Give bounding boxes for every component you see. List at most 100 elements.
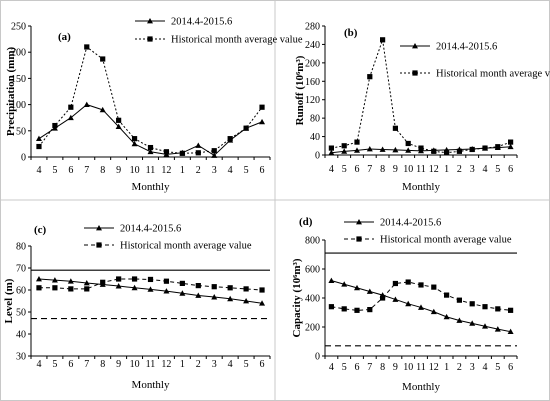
data-point-s1: [211, 294, 218, 300]
data-point-s2: [131, 276, 138, 282]
y-tick-label: 50: [16, 126, 26, 137]
data-point-s1: [259, 118, 266, 125]
data-point-s2: [211, 148, 217, 154]
y-tick-label: 30: [16, 352, 26, 363]
data-point-s1: [354, 284, 360, 291]
legend-marker-1: [147, 18, 153, 24]
x-tick-label: 1: [180, 165, 185, 176]
data-point-s1: [507, 143, 514, 150]
data-point-s2: [508, 307, 514, 313]
x-tick-label: 6: [508, 164, 513, 175]
data-point-s2: [68, 286, 74, 292]
x-tick-label: 1: [444, 362, 449, 373]
x-tick-label: 5: [495, 362, 500, 373]
x-tick-label: 8: [380, 164, 385, 175]
data-point-s1: [243, 298, 250, 304]
data-point-s2: [444, 292, 450, 298]
legend-marker-2: [96, 242, 102, 248]
data-point-s1: [443, 313, 450, 320]
data-point-s1: [354, 147, 360, 153]
data-point-s1: [83, 279, 90, 286]
x-tick-label: 8: [100, 165, 105, 176]
legend-label-1: 2014.4-2015.6: [436, 42, 497, 53]
data-point-s1: [392, 146, 399, 153]
y-tick-label: 200: [305, 323, 320, 334]
data-point-s2: [508, 139, 514, 145]
data-point-s1: [366, 288, 373, 294]
y-tick-label: 80: [310, 114, 320, 125]
x-tick-label: 2: [457, 362, 462, 373]
data-point-s2: [392, 125, 398, 131]
series-line-2: [331, 39, 511, 154]
data-point-s2: [328, 145, 334, 151]
y-axis-title: Level (m): [3, 278, 15, 323]
data-point-s2: [392, 280, 398, 287]
x-tick-label: 9: [393, 362, 398, 373]
data-point-s1: [405, 147, 412, 153]
x-tick-label: 7: [367, 164, 372, 175]
data-point-s1: [341, 148, 348, 154]
legend-marker-1: [412, 43, 418, 49]
legend-marker-2: [147, 36, 153, 42]
x-tick-label: 7: [84, 165, 89, 176]
data-point-s1: [115, 123, 122, 130]
y-tick-label: 250: [11, 22, 26, 33]
data-point-s2: [227, 136, 233, 142]
data-point-s2: [405, 140, 411, 147]
data-point-s2: [380, 295, 386, 301]
data-point-s1: [163, 288, 170, 294]
x-tick-label: 4: [483, 164, 488, 175]
x-tick-label: 4: [329, 362, 334, 373]
x-tick-label: 2: [196, 359, 201, 370]
x-tick-label: 5: [244, 359, 249, 370]
y-tick-label: 200: [11, 48, 26, 59]
x-tick-label: 11: [146, 359, 156, 370]
data-point-s2: [147, 276, 154, 283]
legend-label-1: 2014.4-2015.6: [171, 17, 232, 28]
data-point-s1: [469, 320, 476, 326]
y-tick-label: 80: [16, 242, 26, 253]
x-tick-label: 4: [228, 359, 233, 370]
y-tick-label: 0: [315, 352, 320, 363]
data-point-s1: [211, 152, 218, 158]
x-tick-label: 6: [508, 362, 513, 373]
data-point-s1: [35, 135, 42, 142]
data-point-s1: [195, 292, 202, 298]
x-tick-label: 10: [403, 362, 413, 373]
data-point-s2: [341, 143, 347, 149]
data-point-s2: [52, 122, 58, 129]
legend-label-2: Historical month average value: [120, 241, 252, 252]
y-tick-label: 70: [16, 264, 26, 275]
panel-label: (b): [344, 27, 358, 39]
data-point-s1: [67, 114, 74, 121]
data-point-s2: [431, 284, 437, 290]
x-tick-label: 4: [483, 362, 488, 373]
panel-label: (c): [34, 224, 47, 236]
legend-marker-1: [96, 225, 102, 231]
data-point-s1: [147, 286, 154, 292]
x-axis-title: Monthly: [132, 181, 170, 193]
data-point-s1: [131, 140, 138, 147]
x-tick-label: 11: [146, 165, 156, 176]
data-point-s1: [83, 101, 90, 107]
y-tick-label: 40: [16, 330, 26, 341]
data-point-s2: [163, 149, 170, 155]
data-point-s2: [68, 104, 74, 110]
data-point-s2: [131, 136, 138, 142]
legend-label-1: 2014.4-2015.6: [380, 218, 441, 229]
data-point-s2: [179, 150, 185, 156]
legend-marker-2: [412, 70, 418, 76]
x-tick-label: 10: [130, 359, 140, 370]
data-point-s2: [456, 148, 462, 154]
data-point-s1: [99, 106, 106, 113]
legend-marker-2: [356, 236, 362, 242]
data-point-s2: [227, 285, 233, 291]
data-point-s2: [367, 307, 373, 313]
x-tick-label: 6: [260, 165, 265, 176]
data-point-s2: [243, 286, 249, 292]
data-point-s2: [367, 74, 373, 80]
y-tick-label: 600: [305, 265, 320, 276]
x-tick-label: 12: [161, 165, 171, 176]
